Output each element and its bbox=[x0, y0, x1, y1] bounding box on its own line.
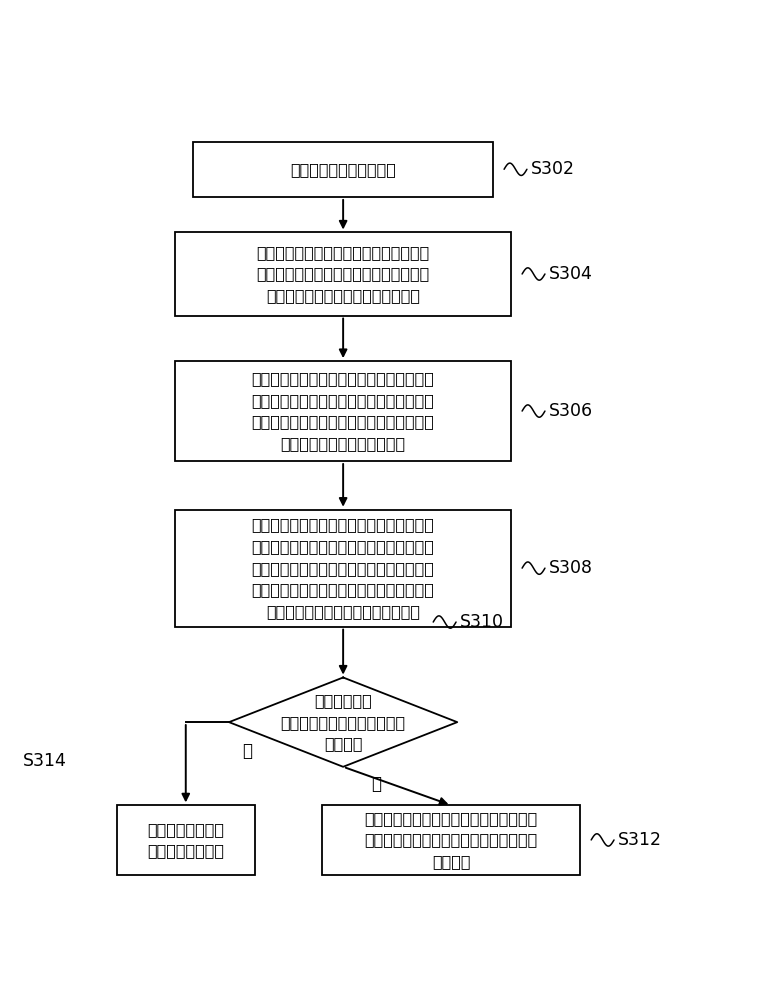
Text: S310: S310 bbox=[460, 613, 504, 631]
Text: S304: S304 bbox=[549, 265, 592, 283]
Bar bbox=[175, 361, 512, 461]
Text: 否: 否 bbox=[242, 742, 252, 760]
Text: 将网络划分为多个子网络: 将网络划分为多个子网络 bbox=[290, 162, 396, 177]
Polygon shape bbox=[229, 677, 457, 767]
Bar bbox=[193, 142, 493, 197]
Bar bbox=[322, 805, 580, 875]
Text: 判断优选服务
器的当前负载状态值是否达到
预设阈值: 判断优选服务 器的当前负载状态值是否达到 预设阈值 bbox=[281, 693, 405, 751]
Text: S306: S306 bbox=[549, 402, 593, 420]
Bar bbox=[175, 232, 512, 316]
Text: S312: S312 bbox=[618, 831, 662, 849]
Text: 从目标子网络对应的访问优先列表中选取
其它服务器作为优选服务器并分配至该任
意客户端: 从目标子网络对应的访问优先列表中选取 其它服务器作为优选服务器并分配至该任 意客… bbox=[364, 811, 538, 869]
Text: S314: S314 bbox=[23, 752, 67, 770]
Text: 当接收到来自任意客户端的数据访问请求时
，确定该任意客户端所属的目标子网络，并
根据目标子网络对应的访问优先列表为该任
意客户端分配优选服务器，以由分配的优选
: 当接收到来自任意客户端的数据访问请求时 ，确定该任意客户端所属的目标子网络，并 … bbox=[252, 517, 435, 619]
Text: 基于收集的至少一个客户端各自访问服务器
的访问相关信息以及被访问服务器的提供数
据服务的能力，生成各个子网络中提供数据
服务的服务器的访问优先列表: 基于收集的至少一个客户端各自访问服务器 的访问相关信息以及被访问服务器的提供数 … bbox=[252, 371, 435, 451]
Text: S302: S302 bbox=[531, 160, 574, 178]
Text: 是: 是 bbox=[371, 775, 381, 793]
Bar bbox=[117, 805, 255, 875]
Text: 将该优选服务器分
配至该任意客户端: 将该优选服务器分 配至该任意客户端 bbox=[147, 822, 224, 858]
Text: S308: S308 bbox=[549, 559, 593, 577]
Bar bbox=[175, 510, 512, 627]
Text: 针对划分的各个子网络，获取各个子网络
中的至少一个客户端，并收集至少一个客
户端各自访问服务器的访问相关信息: 针对划分的各个子网络，获取各个子网络 中的至少一个客户端，并收集至少一个客 户端… bbox=[257, 245, 430, 303]
